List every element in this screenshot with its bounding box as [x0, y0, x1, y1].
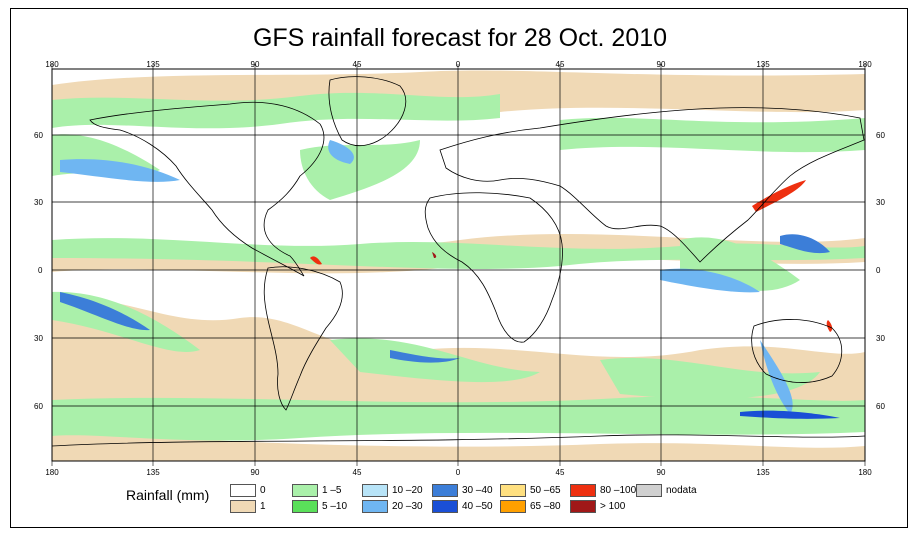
- lat-label: 30: [34, 198, 43, 207]
- lat-label: 0: [876, 266, 881, 275]
- lon-label: 180: [45, 60, 59, 69]
- legend-swatch: [570, 484, 596, 497]
- australia-outline: [751, 319, 843, 383]
- legend-label: nodata: [666, 485, 697, 496]
- lat-labels-left: 60 30 0 30 60: [34, 131, 43, 411]
- rain-band-indian-green: [600, 357, 820, 399]
- legend-label: > 100: [600, 501, 626, 512]
- legend-swatch: [500, 484, 526, 497]
- rain-band-blue-7: [740, 410, 840, 419]
- lat-label: 60: [876, 402, 885, 411]
- rain-band-blue-6: [760, 340, 793, 414]
- rain-band-blue-3: [60, 292, 150, 331]
- lon-label: 180: [858, 468, 872, 477]
- legend-label: 65 –80: [530, 501, 561, 512]
- legend-label: 1: [260, 501, 266, 512]
- lon-label: 45: [556, 468, 565, 477]
- lon-labels-top: 180 135 90 45 0 45 90 135 180: [45, 60, 872, 69]
- lat-label: 60: [34, 131, 43, 140]
- legend-label: 50 –65: [530, 485, 561, 496]
- lon-label: 45: [556, 60, 565, 69]
- rain-band-north-green: [52, 92, 500, 129]
- lon-label: 180: [858, 60, 872, 69]
- legend-label: 30 –40: [462, 485, 493, 496]
- rain-band-blue-4: [390, 350, 460, 363]
- lon-label: 90: [251, 468, 260, 477]
- legend-label: 20 –30: [392, 501, 423, 512]
- lat-labels-right: 60 30 0 30 60: [876, 131, 885, 411]
- lon-label: 90: [657, 60, 666, 69]
- lat-label: 30: [876, 334, 885, 343]
- legend-label: 0: [260, 485, 266, 496]
- heavy-rain-west-africa: [432, 252, 437, 258]
- legend-swatch: [500, 500, 526, 513]
- heavy-rain-east-asia: [752, 180, 806, 212]
- lat-label: 60: [876, 131, 885, 140]
- legend-swatch: [362, 484, 388, 497]
- rainfall-field: [52, 69, 865, 461]
- lat-label: 30: [876, 198, 885, 207]
- map-title: GFS rainfall forecast for 28 Oct. 2010: [252, 24, 668, 52]
- legend-label: 5 –10: [322, 501, 348, 512]
- map-border: [51, 68, 866, 462]
- lon-label: 180: [45, 468, 59, 477]
- legend-swatch: [636, 484, 662, 497]
- legend-swatch: [292, 500, 318, 513]
- legend-swatch: [362, 500, 388, 513]
- lat-label: 0: [38, 266, 43, 275]
- heavy-rain-australia: [826, 320, 833, 332]
- lon-labels-bottom: 180 135 90 45 0 45 90 135 180: [45, 468, 872, 477]
- lat-label: 30: [34, 334, 43, 343]
- antarctica-outline: [52, 434, 865, 447]
- rain-band-blue-1: [60, 159, 180, 182]
- legend-swatch: [570, 500, 596, 513]
- lon-label: 135: [756, 468, 770, 477]
- lon-label: 45: [353, 468, 362, 477]
- lat-label: 60: [34, 402, 43, 411]
- rain-band-blue-5: [660, 268, 760, 293]
- lon-label: 135: [756, 60, 770, 69]
- edge-ticks: [51, 64, 866, 466]
- legend-label: 40 –50: [462, 501, 493, 512]
- graticule: [52, 69, 865, 461]
- legend-label: 10 –20: [392, 485, 423, 496]
- legend-label: 1 –5: [322, 485, 342, 496]
- south-america-outline: [263, 266, 343, 411]
- lon-label: 0: [456, 60, 461, 69]
- lon-label: 90: [251, 60, 260, 69]
- africa-outline: [424, 192, 563, 343]
- legend-swatch: [432, 484, 458, 497]
- lon-label: 135: [146, 468, 160, 477]
- rain-band-blue-8: [780, 234, 830, 254]
- rain-band-atlantic-green: [300, 140, 420, 200]
- north-america-outline: [89, 101, 325, 277]
- legend-title: Rainfall (mm): [126, 487, 210, 503]
- lon-label: 0: [456, 468, 461, 477]
- legend-swatch: [292, 484, 318, 497]
- rain-band-blue-2: [328, 140, 354, 164]
- lon-label: 90: [657, 468, 666, 477]
- lon-label: 45: [353, 60, 362, 69]
- legend-label: 80 –100: [600, 485, 637, 496]
- legend-swatch: [230, 500, 256, 513]
- heavy-rain-central-america: [310, 256, 322, 265]
- lon-label: 135: [146, 60, 160, 69]
- legend-swatch: [230, 484, 256, 497]
- legend-swatch: [432, 500, 458, 513]
- greenland-outline: [328, 76, 407, 147]
